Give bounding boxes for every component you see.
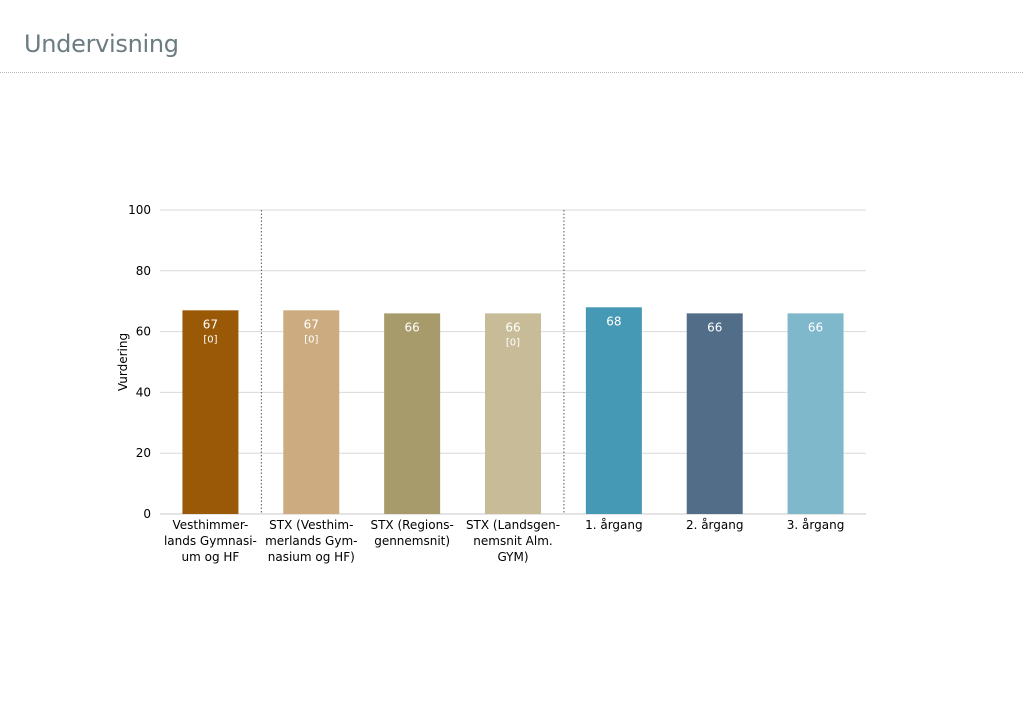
x-tick-label: lands Gymnasi- [164,534,257,548]
page-title: Undervisning [24,30,179,58]
y-tick-label: 80 [136,264,151,278]
x-tick-label: STX (Regions- [370,518,453,532]
bar [384,313,441,514]
bar [787,313,844,514]
x-tick-label: nemsnit Alm. [473,534,552,548]
x-tick-label: GYM) [497,550,528,564]
bar-count-label: [0] [304,334,318,345]
y-axis-ticks: 0 20 40 60 80 100 [128,203,151,521]
bar-count-label: [0] [506,337,520,348]
title-divider [0,72,1023,73]
y-tick-label: 60 [136,325,151,339]
bar-count-label: [0] [203,334,217,345]
bar [585,307,642,514]
y-axis-title: Vurdering [116,333,130,391]
x-tick-label: gennemsnit) [374,534,450,548]
x-tick-label: um og HF [182,550,240,564]
x-tick-label: 2. årgang [686,518,744,532]
bar-value-label: 66 [808,320,823,334]
x-axis-ticks: Vesthimmer-lands Gymnasi-um og HF STX (Ve… [164,518,844,564]
y-tick-label: 40 [136,385,151,399]
x-tick-label: merlands Gym- [265,534,357,548]
x-tick-label: Vesthimmer- [173,518,249,532]
bar [182,310,239,514]
bar-value-label: 66 [405,320,420,334]
bar-value-label: 66 [707,320,722,334]
bar [283,310,340,514]
bar-value-label: 68 [606,314,621,328]
y-tick-label: 100 [128,203,151,217]
bar-value-label: 66 [505,320,520,334]
bars: 67 [0] 67 [0] 66 66 [0] 68 66 66 [182,307,844,514]
bar-value-label: 67 [203,317,218,331]
y-tick-label: 0 [143,507,151,521]
x-tick-label: STX (Vesthim- [269,518,353,532]
x-tick-label: 1. årgang [585,518,643,532]
bar [485,313,541,514]
bar [686,313,743,514]
group-separators [260,210,565,514]
x-tick-label: nasium og HF) [268,550,355,564]
y-tick-label: 20 [136,446,151,460]
bar-value-label: 67 [304,317,319,331]
x-tick-label: 3. årgang [787,518,845,532]
x-tick-label: STX (Landsgen- [466,518,560,532]
